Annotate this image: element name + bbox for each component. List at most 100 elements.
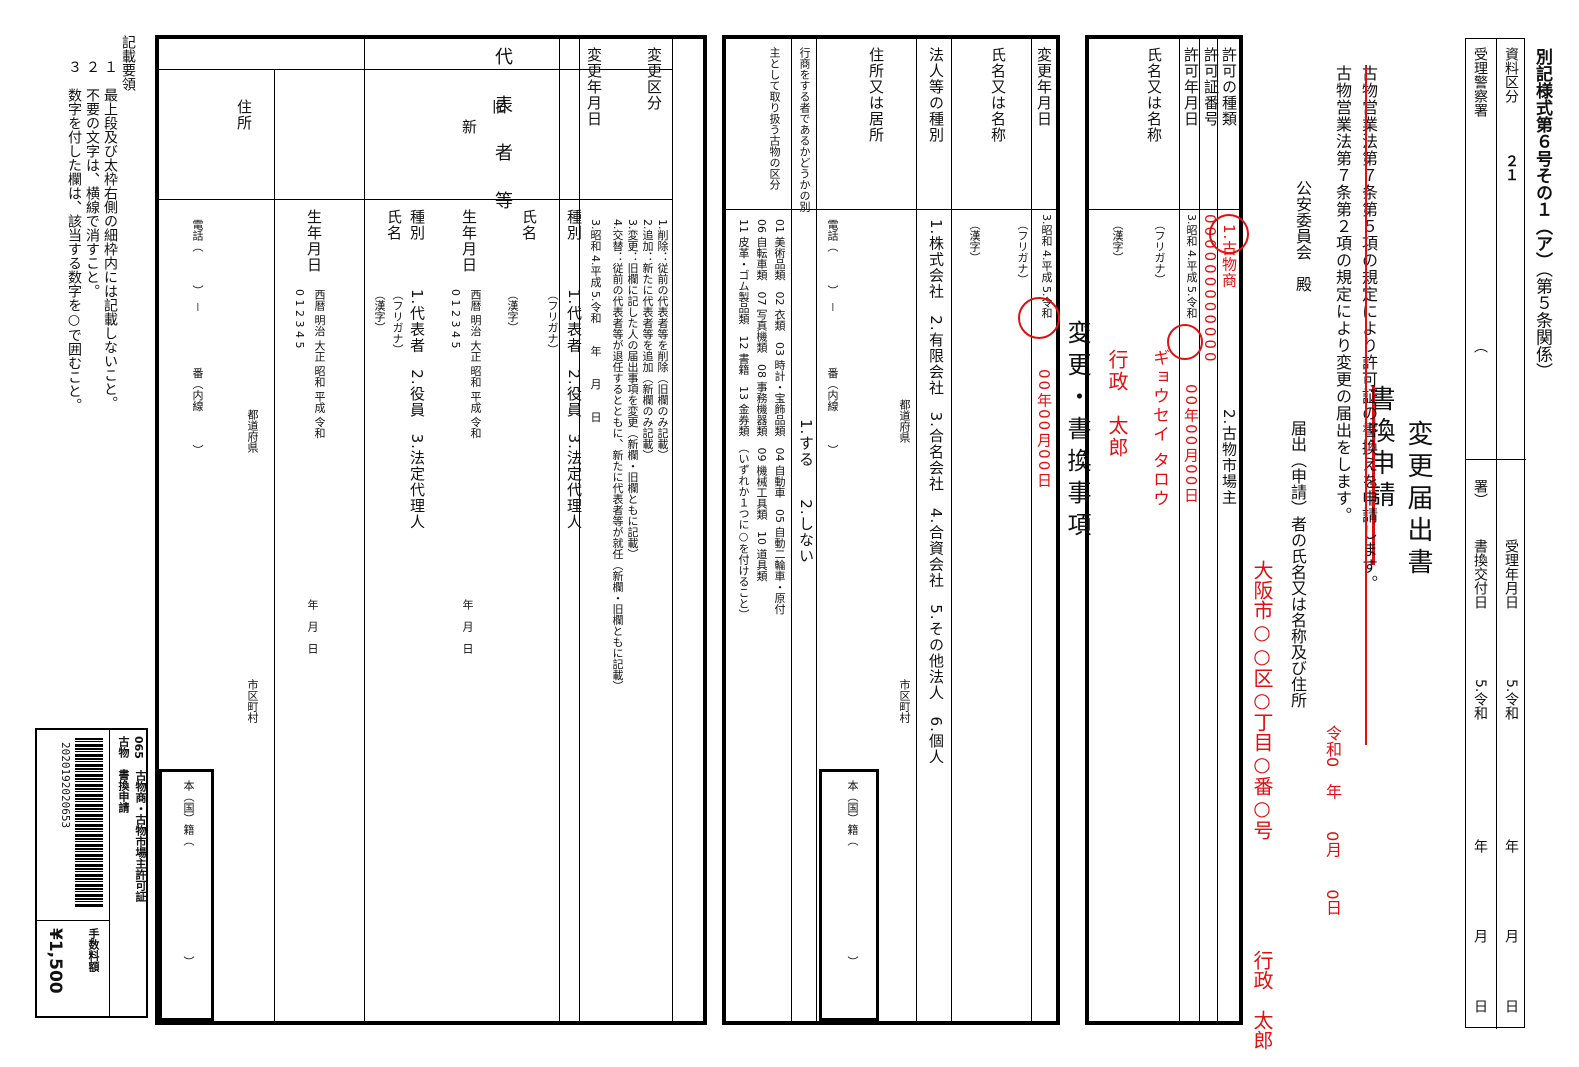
permit-date-label: 許可年月日 <box>1182 47 1200 127</box>
note-1: １ 最上段及び太枠右側の細枠内には記載しないこと。 <box>102 60 118 410</box>
permit-block: 許可の種類 1.古物商 2.古物市場主 許可証番号 000000000000 許… <box>1085 35 1249 1025</box>
change-shiku: 市区町村 <box>898 679 911 723</box>
date-filled: 令和0 年 0月 0日 <box>1323 725 1342 916</box>
change-honseki[interactable]: 本（国）籍（ ） <box>846 780 859 967</box>
rep-new-birth-ymd[interactable]: 年 月 日 <box>306 599 319 654</box>
change-name-label: 氏名又は名称 <box>989 47 1007 143</box>
rep-old-label: 旧 <box>490 99 508 115</box>
permit-kind-opt2[interactable]: 2.古物市場主 <box>1220 409 1238 506</box>
change-date-label: 変更年月日 <box>1035 47 1053 127</box>
header-row2-end: 署） <box>1472 479 1488 507</box>
rep-old-birth-label: 生年月日 <box>460 209 478 273</box>
fee-value: ¥1,500 <box>45 928 65 994</box>
change-kubun-row3[interactable]: 11 皮革・ゴム製品類 12 書籍 13 金券類 （いずれか１つに○を付けること… <box>737 219 750 620</box>
rep-old-kanji: （漢字） <box>506 289 519 333</box>
applicant-address: 大阪市○○区○丁目○番○号 <box>1250 560 1274 840</box>
barcode <box>75 738 103 908</box>
change-corp-opts[interactable]: 1.株式会社 2.有限会社 3.合名会社 4.合資会社 5.その他法人 6.個人 <box>927 219 945 765</box>
note-3: ３ 数字を付した欄は、該当する数字を○で囲むこと。 <box>66 60 82 412</box>
note-2: ２ 不要の文字は、横線で消すこと。 <box>84 60 100 298</box>
rep-shiku: 市区町村 <box>246 679 259 723</box>
change-address-label: 住所又は居所 <box>867 47 885 143</box>
header-year: 年 <box>1503 839 1519 853</box>
rep-honseki-box: 本（国）籍（ ） <box>159 769 214 1021</box>
rep-new-kanji: （漢字） <box>373 289 386 333</box>
header-row2-paren: （ <box>1472 339 1488 353</box>
header-row1-value: ２１ <box>1503 154 1519 182</box>
rep-new-birth-nums[interactable]: 0 1 2 3 4 5 <box>293 289 306 349</box>
change-honseki-box: 本（国）籍（ ） <box>819 769 879 1021</box>
permit-number-value[interactable]: 000000000000 <box>1201 214 1219 365</box>
applicant-label: 届出（申請）者の氏名又は名称及び住所 <box>1288 420 1307 708</box>
rep-old-birth-era: 西暦 明治 大正 昭和 平成 令和 <box>469 289 482 439</box>
change-kubun-row1[interactable]: 01 美術品類 02 衣類 03 時計・宝飾品類 04 自動車 05 自動二輪車… <box>773 219 786 615</box>
header-row3-era: 5.令和 <box>1503 679 1519 721</box>
footer-desc: 古物商・古物市場主許可証 <box>134 770 147 902</box>
legal-text-struck: 古物営業法第７条第５項の規定により許可証の書換えを申請します。 <box>1359 65 1378 592</box>
change-main-opts[interactable]: 1.する 2.しない <box>797 419 815 564</box>
kind-circle <box>1209 214 1249 254</box>
applicant-name: 行政 太郎 <box>1250 950 1274 1050</box>
rep-new-birth-era: 西暦 明治 大正 昭和 平成 令和 <box>313 289 326 439</box>
notes-title: 記載要領 <box>120 35 136 91</box>
rep-old-birth-ymd[interactable]: 年 月 日 <box>461 599 474 654</box>
header-row3-label: 受理年月日 <box>1503 539 1519 609</box>
legal-strike-line <box>1365 65 1367 745</box>
addressee: 公安委員会 殿 <box>1293 180 1312 292</box>
rep-old-kind-opts[interactable]: 1.代表者 2.役員 3.法定代理人 <box>565 289 583 530</box>
permit-furigana-value[interactable]: ギョウセイ タロウ <box>1149 349 1169 509</box>
rep-todofuken: 都道府県 <box>246 409 259 453</box>
rep-phone[interactable]: 電話（ ） － 番（内線 ） <box>191 219 204 456</box>
change-date-era: 3.昭和 4.平成 5.令和 <box>1040 214 1053 319</box>
change-todofuken: 都道府県 <box>898 399 911 443</box>
fee-label: 手数料額 <box>87 928 100 972</box>
rep-new-kind-opts[interactable]: 1.代表者 2.役員 3.法定代理人 <box>408 289 426 530</box>
change-date-value[interactable]: 00年00月00日 <box>1035 369 1053 490</box>
change-corp-label: 法人等の種別 <box>927 47 945 143</box>
header-month: 月 <box>1503 929 1519 943</box>
permit-kanji-value[interactable]: 行政 太郎 <box>1105 349 1129 459</box>
header-day-2: 日 <box>1472 999 1488 1013</box>
form-title: 別記様式第６号その１（ア）（第５条関係） <box>1532 48 1552 380</box>
permit-date-era: 3.昭和 4.平成 5.令和 <box>1185 214 1198 319</box>
footer-code: 065 <box>132 736 145 759</box>
permit-name-label: 氏名又は名称 <box>1145 47 1163 143</box>
title-strike-line <box>1372 385 1375 565</box>
change-kubun-label: 主として取り扱う古物の区分 <box>768 47 781 190</box>
rep-date-value[interactable]: 3.昭和 4.平成 5.令和 年 月 日 <box>589 219 602 423</box>
footer-desc2: 古物 書換申請 <box>117 736 130 813</box>
change-kubun-row2[interactable]: 06 自転車類 07 写真機類 08 事務機器類 09 機械工具類 10 道具類 <box>755 219 768 582</box>
rep-new-birth-label: 生年月日 <box>305 209 323 273</box>
rep-old-kind-label: 種別 <box>565 209 583 241</box>
barcode-number: 2020192020653 <box>59 742 72 829</box>
date-era-circle <box>1167 324 1203 360</box>
change-main-label: 行商をする者であるかどうかの別 <box>798 47 811 212</box>
permit-kind-label: 許可の種類 <box>1220 47 1238 127</box>
rep-old-birth-nums[interactable]: 0 1 2 3 4 5 <box>449 289 462 349</box>
rep-date-label: 変更年月日 <box>585 47 603 127</box>
change-furigana: （フリガナ） <box>1016 219 1029 285</box>
doc-title: 変更届出書 <box>1403 420 1433 580</box>
rep-address-label: 住所 <box>235 99 253 131</box>
header-row1-label: 資料区分 <box>1503 47 1519 103</box>
change-phone[interactable]: 電話（ ） － 番（内線 ） <box>826 219 839 456</box>
rep-side-label: 代表者等 <box>492 47 513 239</box>
permit-date-value[interactable]: 00年00月00日 <box>1182 384 1200 505</box>
header-row4-label: 書換交付日 <box>1472 539 1488 609</box>
rep-kubun-opt4[interactable]: 4.交替：従前の代表者等が退任するとともに、新たに代表者等が就任（新欄・旧欄とも… <box>611 219 624 692</box>
footer-stamp: 065 古物商・古物市場主許可証 古物 書換申請 2020192020653 手… <box>35 728 148 1018</box>
rep-honseki[interactable]: 本（国）籍（ ） <box>182 780 195 967</box>
permit-number-label: 許可証番号 <box>1202 47 1220 127</box>
rep-old-furigana: （フリガナ） <box>546 289 559 355</box>
rep-new-kind-label: 種別 <box>408 209 426 241</box>
rep-kubun-opt1[interactable]: 1.削除：従前の代表者等を削除（旧欄のみ記載） <box>656 219 669 461</box>
rep-kubun-label: 変更区分 <box>645 47 663 111</box>
header-year-2: 年 <box>1472 839 1488 853</box>
rep-new-furigana: （フリガナ） <box>391 289 404 355</box>
permit-kanji-label: （漢字） <box>1111 219 1124 263</box>
permit-furigana-label: （フリガナ） <box>1153 219 1166 285</box>
change-block: 変更年月日 3.昭和 4.平成 5.令和 00年00月00日 氏名又は名称 （フ… <box>722 35 1060 1025</box>
rep-kubun-opt2[interactable]: 2.追加：新たに代表者等を追加（新欄のみ記載） <box>641 219 654 461</box>
change-era-circle <box>1018 297 1060 339</box>
rep-kubun-opt3[interactable]: 3.変更：旧欄に記した人の届出事項を変更（新欄・旧欄ともに記載） <box>626 219 639 560</box>
